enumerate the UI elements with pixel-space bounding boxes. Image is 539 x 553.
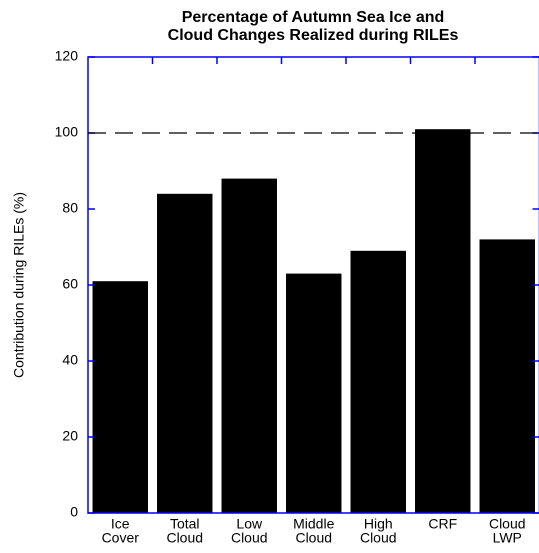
bar bbox=[350, 250, 406, 514]
x-tick-label: Total bbox=[170, 516, 200, 532]
x-tick-label: CRF bbox=[428, 516, 457, 532]
x-tick-label: Middle bbox=[293, 516, 334, 532]
bar bbox=[92, 281, 148, 513]
x-tick-label: Cloud bbox=[360, 530, 397, 546]
bar bbox=[415, 129, 471, 513]
bar bbox=[479, 239, 535, 513]
x-tick-label: Cover bbox=[102, 530, 140, 546]
y-tick-label: 20 bbox=[62, 428, 78, 444]
y-tick-label: 100 bbox=[55, 124, 79, 140]
x-tick-label: LWP bbox=[493, 530, 522, 546]
chart-title: Percentage of Autumn Sea Ice and bbox=[182, 9, 445, 26]
x-tick-label: Ice bbox=[111, 516, 130, 532]
bar bbox=[157, 193, 213, 514]
x-tick-label: Low bbox=[236, 516, 263, 532]
y-tick-label: 120 bbox=[55, 48, 79, 64]
chart-title: Cloud Changes Realized during RILEs bbox=[168, 27, 459, 44]
y-tick-label: 0 bbox=[70, 504, 78, 520]
x-tick-label: Cloud bbox=[489, 516, 526, 532]
y-tick-label: 40 bbox=[62, 352, 78, 368]
x-tick-label: High bbox=[364, 516, 393, 532]
x-tick-label: Cloud bbox=[231, 530, 268, 546]
x-tick-label: Cloud bbox=[166, 530, 203, 546]
bar bbox=[286, 273, 342, 513]
y-tick-label: 60 bbox=[62, 276, 78, 292]
y-tick-label: 80 bbox=[62, 200, 78, 216]
bar bbox=[221, 178, 277, 513]
x-tick-label: Cloud bbox=[295, 530, 332, 546]
y-axis-label: Contribution during RILEs (%) bbox=[11, 192, 27, 378]
